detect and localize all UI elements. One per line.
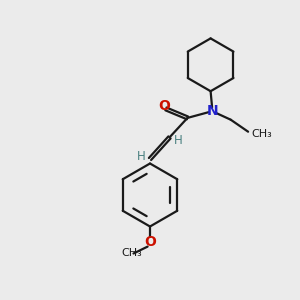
Text: CH₃: CH₃	[122, 248, 142, 259]
Text: H: H	[136, 149, 146, 163]
Text: N: N	[206, 104, 218, 118]
Text: H: H	[174, 134, 183, 148]
Text: O: O	[144, 235, 156, 249]
Text: CH₃: CH₃	[252, 129, 272, 139]
Text: O: O	[158, 100, 170, 113]
